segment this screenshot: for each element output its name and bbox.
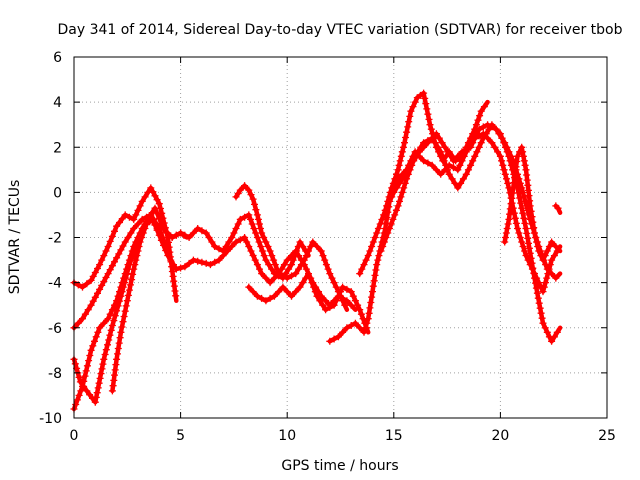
x-tick-label: 15 [385, 428, 403, 444]
x-tick-label: 25 [598, 428, 616, 444]
chart-title: Day 341 of 2014, Sidereal Day-to-day VTE… [57, 22, 622, 38]
y-tick-label: -2 [48, 231, 62, 247]
y-tick-label: -4 [48, 276, 62, 292]
y-tick-label: -6 [48, 321, 62, 337]
x-tick-label: 0 [70, 428, 79, 444]
axis-ticks [73, 56, 608, 419]
y-tick-label: -10 [39, 411, 62, 427]
x-tick-label: 20 [491, 428, 509, 444]
series-markers-track-g [232, 182, 349, 309]
series-markers-track-n [552, 202, 562, 212]
x-axis-label: GPS time / hours [281, 458, 398, 474]
series-markers-track-m [501, 143, 560, 264]
x-tick-label: 5 [176, 428, 185, 444]
y-tick-label: 6 [53, 50, 62, 66]
tick-labels: 0 5 10 15 20 25 -10 -8 -6 -4 -2 0 2 4 6 [39, 50, 616, 444]
y-axis-label: SDTVAR / TECUs [7, 180, 23, 295]
series-markers-track-h [245, 270, 370, 332]
data-series [70, 89, 563, 413]
series-markers-track-e [108, 215, 161, 395]
y-tick-label: -8 [48, 366, 62, 382]
y-tick-label: 2 [53, 140, 62, 156]
x-tick-label: 10 [278, 428, 296, 444]
y-tick-label: 4 [53, 95, 62, 111]
y-tick-label: 0 [53, 185, 62, 201]
